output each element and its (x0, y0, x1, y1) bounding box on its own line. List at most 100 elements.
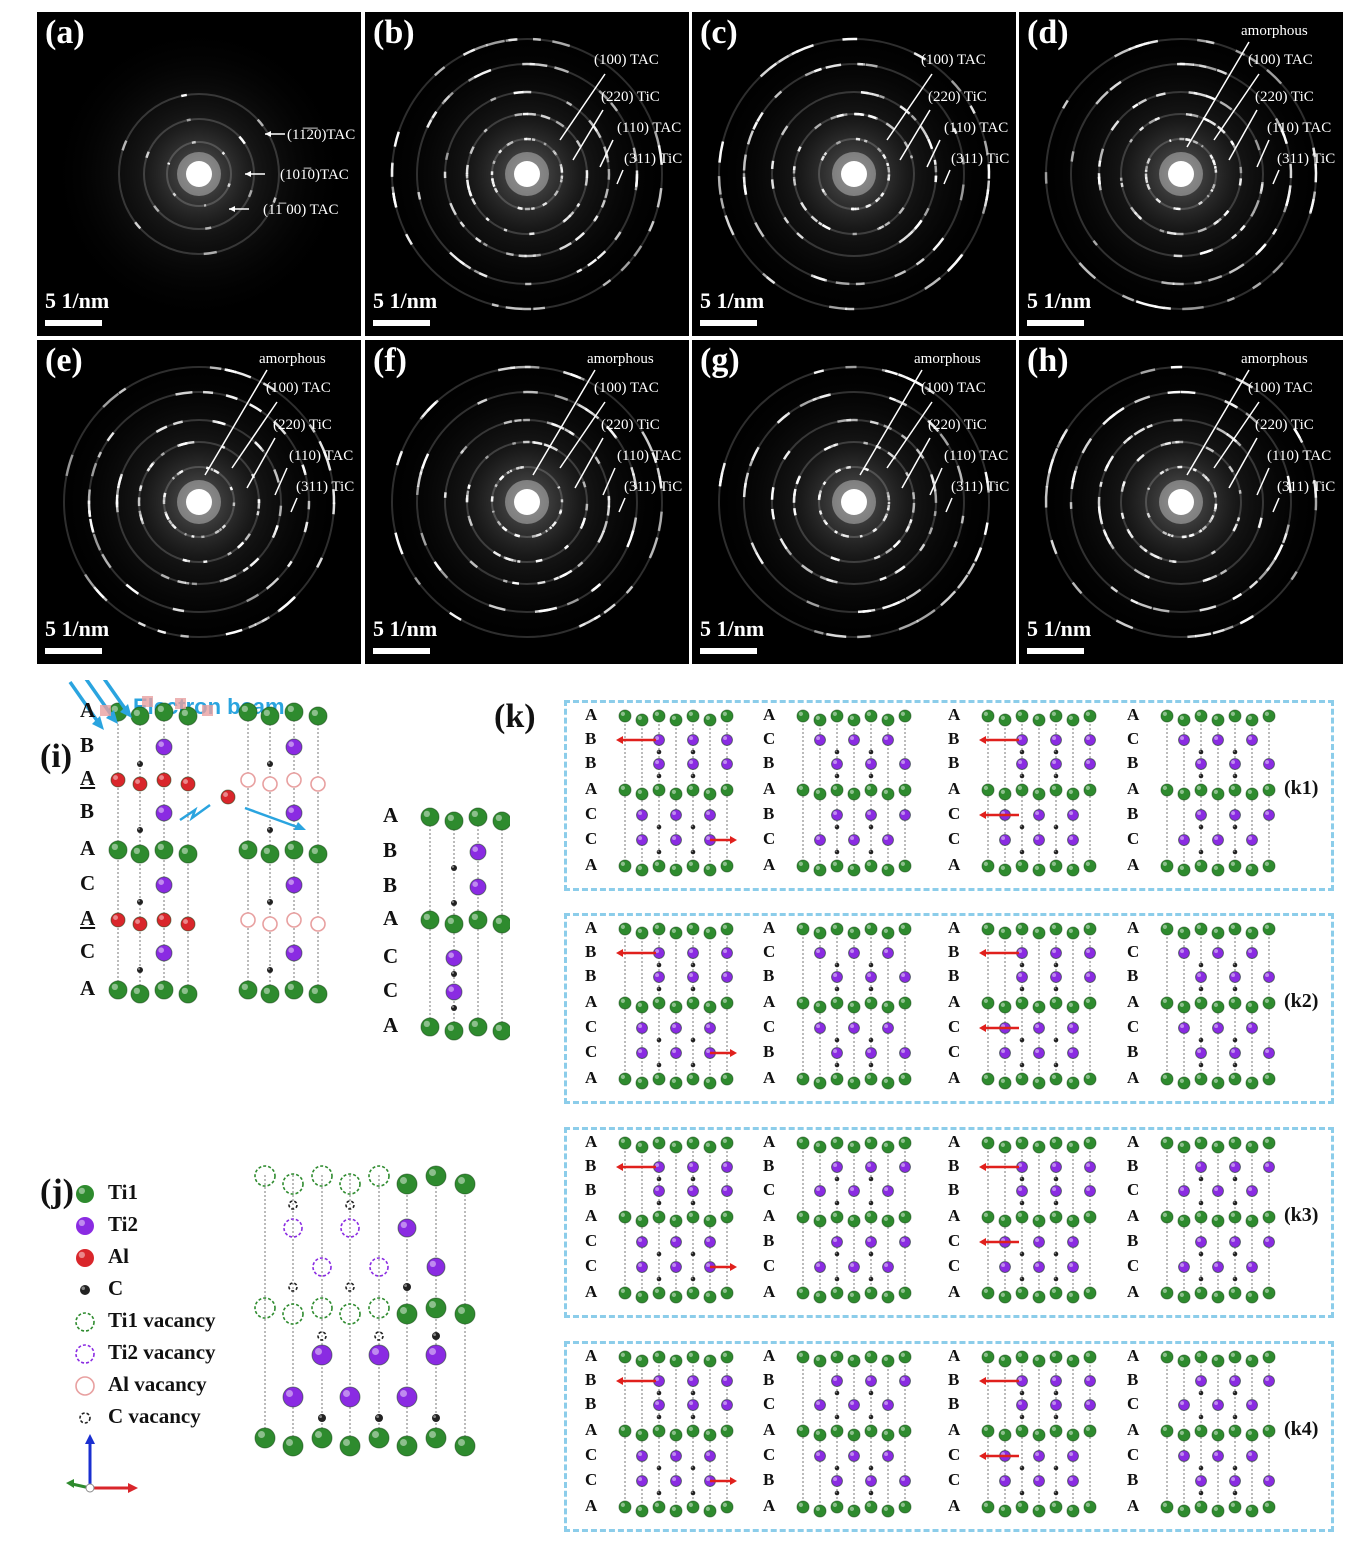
diffraction-spot (505, 252, 514, 257)
atom-highlight (1196, 1212, 1201, 1217)
diffraction-spot (540, 114, 551, 120)
atom-highlight (1085, 1426, 1090, 1431)
diffraction-spot (800, 201, 808, 212)
c-atom (656, 986, 662, 992)
ti2-atom (1212, 834, 1224, 846)
diffraction-spot (1219, 569, 1228, 575)
atom-highlight (458, 1177, 465, 1184)
diffraction-spot (1115, 619, 1134, 630)
bombardment-mark (100, 705, 111, 716)
ti1-atom (813, 1290, 827, 1304)
atom-highlight (867, 811, 871, 815)
ti2-atom (1067, 1475, 1079, 1487)
diffraction-spot (950, 80, 962, 93)
ti1-atom (1262, 1286, 1276, 1300)
stacking-model-row (616, 922, 1276, 1090)
ti2-atom (636, 1475, 648, 1487)
ti2-atom (999, 1261, 1011, 1273)
ti1-atom (652, 783, 666, 797)
atom-highlight (1214, 1263, 1218, 1267)
diffraction-spot (1071, 581, 1083, 595)
diffraction-spot (172, 607, 185, 613)
atom-highlight (657, 987, 659, 989)
diffraction-spot (648, 220, 655, 232)
c-atom (1053, 1251, 1059, 1257)
atom-highlight (1052, 760, 1056, 764)
diffraction-spot (1211, 183, 1216, 189)
atom-highlight (1000, 928, 1005, 933)
stacking-layer-label: C (763, 829, 776, 848)
diffraction-spot (898, 206, 905, 215)
ti1-atom (444, 811, 464, 831)
ti1-atom (1083, 1350, 1097, 1364)
ti1-atom (492, 811, 510, 831)
atom-highlight (1264, 1212, 1269, 1217)
atom-highlight (1018, 949, 1022, 953)
atom-highlight (1018, 1401, 1022, 1405)
ti1-atom (1160, 859, 1174, 873)
diffraction-spot (1271, 228, 1278, 235)
ti1-atom (864, 859, 878, 873)
diffraction-spot (1164, 441, 1172, 446)
diffraction-spot (1223, 209, 1230, 217)
diffraction-spot (822, 190, 828, 196)
ti2-atom (721, 971, 733, 983)
diffraction-spot (898, 619, 919, 631)
ti1-atom (720, 1350, 734, 1364)
annotation: (220) TiC (601, 89, 660, 105)
ti1-atom (1194, 709, 1208, 723)
diffraction-spot (1134, 395, 1151, 404)
stacking-layer-label: A (948, 1346, 961, 1365)
diffraction-spot (770, 487, 775, 500)
ti1-atom (796, 1424, 810, 1438)
atom-highlight (1034, 1356, 1039, 1361)
c-atom (1232, 1062, 1238, 1068)
diffraction-spot (523, 390, 538, 394)
ti1-atom (154, 840, 174, 860)
ti1-atom (847, 787, 861, 801)
diffraction-spot (909, 518, 913, 524)
diffraction-spot (1239, 615, 1254, 625)
stacking-layer-label: C (763, 1180, 776, 1199)
ti1-atom (686, 709, 700, 723)
legend-label: Ti2 vacancy (108, 1340, 216, 1364)
c-atom (834, 1390, 840, 1396)
c-atom (834, 1200, 840, 1206)
stacking-layer-label: B (1127, 1470, 1139, 1489)
al-atom (132, 776, 148, 792)
diffraction-spot (1102, 529, 1108, 537)
ti2-atom (636, 834, 648, 846)
ti2-atom (339, 1386, 361, 1408)
atom-highlight (1265, 973, 1269, 977)
stacking-layer-label: C (1127, 1180, 1140, 1199)
atom-highlight (1162, 1426, 1167, 1431)
diffraction-spot (272, 197, 277, 203)
diffraction-spot (535, 558, 543, 563)
ti1-atom (444, 1021, 464, 1041)
annotation-leader-line (559, 73, 606, 141)
ti1-atom (1066, 1076, 1080, 1090)
diffraction-spot (218, 527, 223, 532)
diffraction-spot (905, 471, 910, 477)
atom-highlight (1017, 1426, 1022, 1431)
ti1-atom (720, 709, 734, 723)
atom-highlight (798, 1502, 803, 1507)
atom-highlight (869, 1177, 871, 1179)
atom-highlight (1051, 711, 1056, 716)
c-atom (868, 1200, 874, 1206)
diffraction-spot (414, 576, 422, 586)
ti1-atom (1177, 1140, 1191, 1154)
ti1-atom (898, 1500, 912, 1514)
diffraction-spot (1152, 607, 1170, 613)
stacking-layer-label: A (80, 766, 96, 790)
c-atom (690, 1176, 696, 1182)
ti1-atom (720, 1286, 734, 1300)
ti2-atom (865, 1047, 877, 1059)
annotation: (311) TiC (1277, 479, 1336, 495)
ti1-atom (1083, 783, 1097, 797)
ti1-atom (881, 1504, 895, 1518)
c-atom (690, 1251, 696, 1257)
atom-highlight (1214, 949, 1218, 953)
atom-highlight (1051, 1074, 1056, 1079)
diffraction-spot (1280, 128, 1288, 145)
